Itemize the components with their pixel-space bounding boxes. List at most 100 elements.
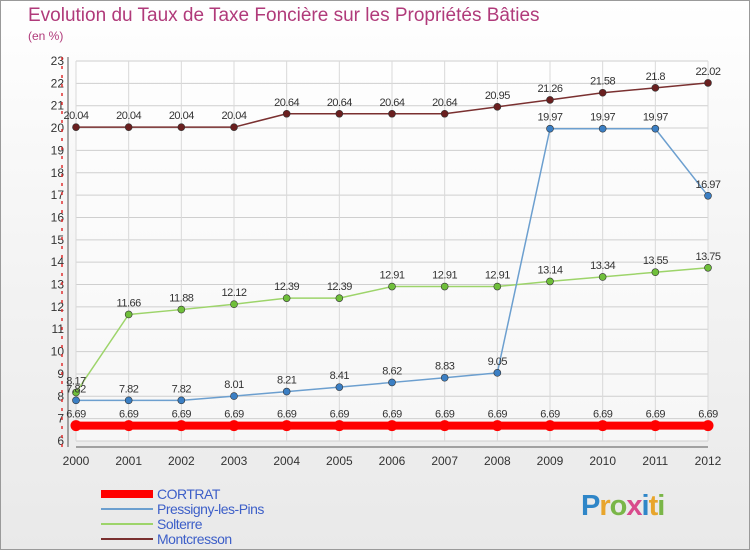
y-tick-label: 6	[57, 434, 64, 448]
data-label: 13.14	[537, 264, 562, 276]
data-label: 20.64	[379, 97, 404, 109]
data-point	[440, 373, 449, 382]
data-point	[651, 124, 660, 133]
data-label: 8.21	[277, 375, 297, 387]
data-point	[546, 96, 554, 104]
data-point	[177, 123, 186, 131]
data-label: 12.12	[221, 287, 246, 299]
data-label: 20.04	[116, 110, 141, 122]
x-tick-label: 2006	[379, 454, 406, 468]
data-point	[704, 79, 712, 87]
data-point	[493, 369, 502, 377]
data-label: 8.17	[66, 375, 86, 387]
data-label: 8.01	[224, 379, 244, 391]
data-point	[333, 420, 345, 432]
data-label: 6.69	[698, 409, 718, 421]
data-point	[230, 392, 238, 400]
data-label: 13.55	[643, 255, 668, 267]
legend-swatch-solterre	[101, 522, 153, 525]
data-label: 21.8	[646, 71, 666, 83]
data-label: 9.05	[488, 356, 508, 368]
legend-item-montcresson: Montcresson	[101, 531, 264, 547]
y-tick-label: 15	[51, 233, 65, 247]
y-tick-label: 12	[51, 300, 65, 314]
y-tick-label: 14	[51, 255, 65, 269]
data-point	[704, 191, 712, 200]
y-tick-label: 9	[57, 367, 64, 381]
data-point	[124, 396, 133, 405]
data-point	[597, 420, 609, 432]
chart-subtitle: (en %)	[28, 29, 64, 43]
data-point	[335, 109, 344, 118]
data-label: 8.41	[330, 370, 350, 382]
data-label: 20.04	[221, 110, 246, 122]
data-label: 8.83	[435, 361, 455, 373]
x-tick-label: 2001	[115, 454, 142, 468]
data-label: 19.97	[537, 112, 562, 124]
data-label: 6.69	[435, 409, 455, 421]
data-point	[124, 123, 133, 131]
data-point	[124, 310, 133, 319]
data-label: 20.04	[169, 110, 194, 122]
legend-label-cortrat: CORTRAT	[157, 485, 220, 502]
data-label: 20.64	[432, 97, 457, 109]
data-point	[546, 124, 554, 133]
legend-item-cortrat: CORTRAT	[101, 485, 264, 502]
y-tick-label: 8	[57, 389, 64, 403]
data-point	[598, 124, 607, 133]
data-point	[72, 388, 80, 397]
legend-swatch-cortrat	[101, 489, 153, 498]
x-tick-label: 2000	[63, 454, 90, 468]
logo-letter: o	[609, 490, 628, 522]
x-tick-label: 2003	[221, 454, 248, 468]
data-point	[544, 420, 556, 432]
y-tick-label: 7	[57, 412, 64, 426]
data-point	[175, 420, 187, 432]
data-point	[702, 420, 714, 432]
data-point	[491, 420, 503, 432]
x-tick-label: 2002	[168, 454, 195, 468]
y-tick-label: 16	[51, 210, 65, 224]
data-label: 6.69	[277, 409, 297, 421]
data-point	[281, 420, 293, 432]
data-point	[282, 109, 291, 118]
data-label: 6.69	[646, 409, 666, 421]
data-point	[704, 263, 712, 272]
data-label: 11.66	[117, 297, 142, 309]
data-label: 19.97	[643, 112, 668, 124]
y-tick-label: 18	[51, 166, 65, 180]
data-label: 11.88	[169, 293, 194, 305]
legend-label-solterre: Solterre	[157, 515, 203, 532]
data-label: 13.34	[590, 260, 615, 272]
data-label: 12.91	[379, 270, 404, 282]
y-tick-label: 17	[51, 188, 65, 202]
legend-swatch-pressigny	[101, 507, 153, 510]
data-label: 6.69	[330, 409, 350, 421]
data-point	[72, 123, 80, 131]
data-label: 21.58	[590, 76, 615, 88]
data-point	[388, 282, 396, 291]
data-point	[335, 383, 344, 391]
y-tick-label: 10	[51, 345, 65, 359]
x-tick-label: 2004	[273, 454, 300, 468]
y-tick-label: 23	[51, 54, 65, 68]
data-label: 6.69	[593, 409, 613, 421]
legend-item-pressigny: Pressigny-les-Pins	[101, 501, 264, 517]
data-label: 6.69	[172, 409, 192, 421]
data-label: 20.95	[485, 90, 510, 102]
data-label: 7.82	[66, 383, 86, 395]
data-point	[177, 396, 186, 405]
data-label: 13.75	[695, 251, 720, 263]
data-point	[282, 387, 291, 396]
data-label: 6.69	[382, 409, 402, 421]
data-point	[440, 282, 449, 291]
logo-letter: i	[641, 490, 650, 522]
x-tick-label: 2008	[484, 454, 511, 468]
logo-letter: x	[626, 490, 642, 522]
data-label: 8.62	[382, 365, 402, 377]
y-tick-label: 22	[51, 76, 65, 90]
data-point	[651, 84, 660, 92]
logo-letter: t	[648, 490, 659, 522]
